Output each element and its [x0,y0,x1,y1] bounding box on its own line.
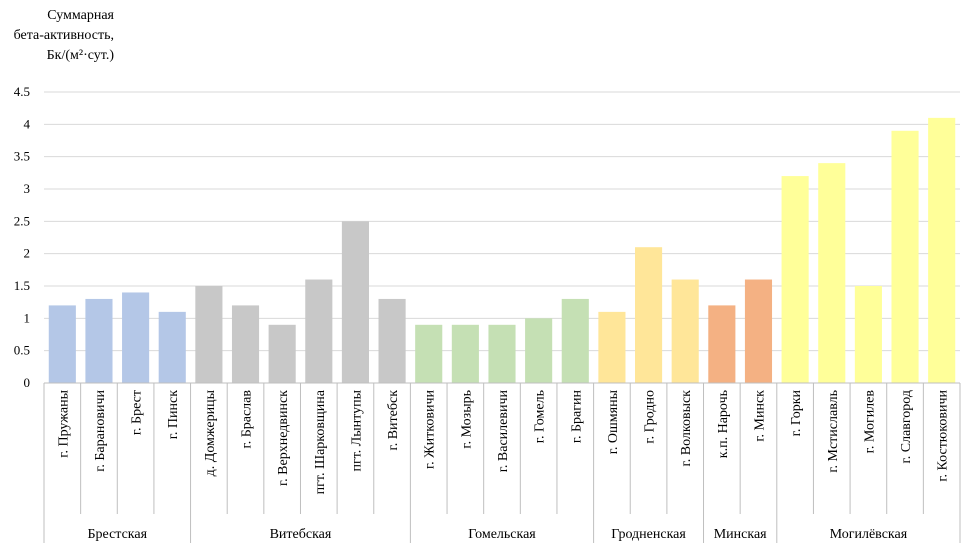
y-tick-label: 3 [24,181,31,196]
bar [122,292,150,383]
y-axis-label: Суммарная бета-активность, Бк/(м²·сут.) [0,6,114,66]
x-tick-label: пгт. Лынтупы [349,389,364,471]
bar [854,286,882,383]
bar [928,117,956,383]
x-tick-label: г. Василевичи [496,390,511,473]
x-tick-label: г. Брагин [569,390,584,444]
x-tick-label: г. Пружаны [56,389,71,457]
bar [48,305,76,383]
bar [415,324,443,383]
bar [195,286,223,383]
bar [525,318,553,383]
x-tick-label: г. Житковичи [423,389,438,469]
x-tick-label: г. Верхнедвинск [276,390,291,486]
x-tick-label: г. Мстиславль [826,390,841,473]
y-tick-label: 3.5 [14,149,30,164]
y-tick-label: 4 [24,116,31,131]
x-tick-label: г. Брест [130,390,145,435]
y-axis-label-line-1: Суммарная [47,8,114,23]
x-tick-label: г. Волковыск [679,390,694,467]
y-axis-label-line-2: бета-активность, [13,28,114,43]
x-tick-label: к.п. Нарочь [716,390,731,458]
bar [744,279,773,383]
x-tick-label: г. Мозырь [459,390,474,449]
bar [671,279,699,383]
group-label: Могилёвская [830,527,908,542]
y-tick-label: 1 [24,310,31,325]
group-label: Гомельская [468,527,536,542]
x-tick-label: г. Славгород [899,390,914,463]
x-tick-label: пгт. Шарковщина [313,389,328,494]
y-tick-label: 2.5 [14,213,30,228]
x-tick-label: г. Браслав [240,390,255,449]
bar [598,311,626,383]
group-label: Витебская [270,527,332,542]
y-axis-label-line-3: Бк/(м²·сут.) [46,48,114,63]
group-label: Гродненская [611,527,686,542]
x-tick-label: г. Горки [789,390,804,437]
bar [85,298,113,383]
y-tick-label: 4.5 [14,84,30,99]
bar [451,324,479,383]
bar [891,130,919,383]
y-tick-label: 1.5 [14,278,30,293]
bar [488,324,516,383]
x-tick-label: г. Гомель [533,390,548,443]
group-label: Минская [714,527,767,542]
bar [708,305,736,383]
y-tick-label: 0.5 [14,343,30,358]
bar [268,324,296,383]
x-tick-label: г. Ошмяны [606,389,621,454]
x-tick-label: г. Пинск [166,390,181,439]
x-tick-label: г. Минск [752,390,767,442]
bar [635,247,663,383]
bar [818,163,846,383]
bar [158,311,186,383]
bar [781,176,809,383]
x-tick-label: д. Домжерицы [203,389,218,476]
group-label: Брестская [87,527,147,542]
y-tick-label: 2 [24,246,31,261]
x-tick-label: г. Барановичи [93,390,108,472]
y-tick-label: 0 [24,375,31,390]
bar [341,221,369,383]
x-tick-label: г. Костюковичи [936,389,951,481]
bar [305,279,333,383]
x-tick-label: г. Гродно [643,390,658,444]
bar [378,298,406,383]
x-tick-label: г. Витебск [386,390,401,451]
bar [231,305,260,383]
x-tick-label: г. Могилев [862,390,877,454]
bar [561,298,589,383]
